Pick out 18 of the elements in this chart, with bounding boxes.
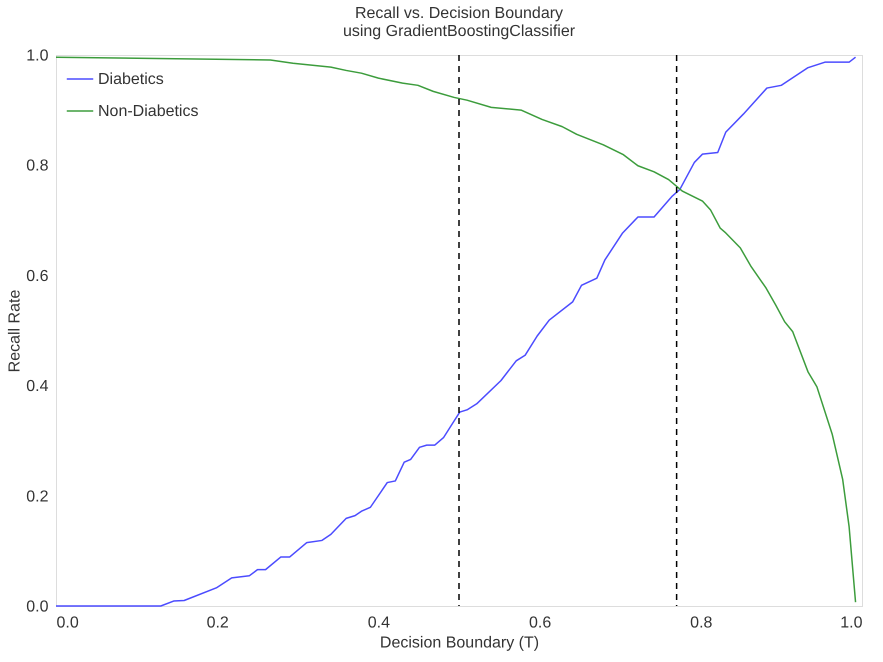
x-tick-label: 1.0 xyxy=(840,614,863,632)
chart-subtitle: using GradientBoostingClassifier xyxy=(342,23,576,40)
x-tick-label: 0.0 xyxy=(56,614,79,632)
y-tick-label: 0.0 xyxy=(26,598,49,616)
x-tick-label: 0.2 xyxy=(206,614,229,632)
y-tick-label: 0.8 xyxy=(26,158,49,175)
x-tick-label: 0.4 xyxy=(368,614,390,632)
x-axis-title: Decision Boundary (T) xyxy=(380,634,540,652)
x-tick-label: 0.6 xyxy=(528,614,552,632)
legend-label: Diabetics xyxy=(98,71,164,88)
x-tick-label: 0.8 xyxy=(690,614,713,632)
legend-label: Non-Diabetics xyxy=(98,103,198,120)
y-tick-label: 0.4 xyxy=(26,378,49,396)
y-tick-label: 0.6 xyxy=(26,268,49,285)
chart-title: Recall vs. Decision Boundary xyxy=(354,5,564,22)
y-tick-label: 0.2 xyxy=(26,488,49,506)
y-axis-title: Recall Rate xyxy=(6,290,24,372)
y-tick-label: 1.0 xyxy=(26,48,49,64)
